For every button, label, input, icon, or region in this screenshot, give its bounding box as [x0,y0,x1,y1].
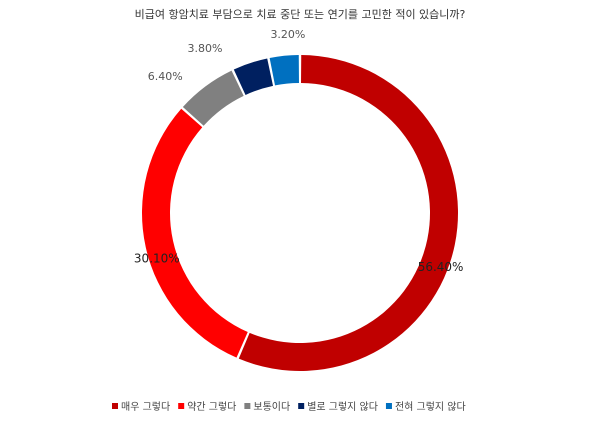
legend-label-5: 전혀 그렇지 않다 [395,400,466,413]
legend-label-1: 매우 그렇다 [121,400,170,413]
legend-label-3: 보통이다 [253,401,290,413]
slice-label-1: 56.40% [418,260,464,274]
legend-label-2: 약간 그렇다 [187,400,236,413]
legend-swatch-4 [298,403,305,409]
slice-label-3: 6.40% [148,70,183,83]
slice-label-2: 30.10% [134,252,180,266]
donut-slice-3 [182,70,244,126]
legend-swatch-3 [244,403,251,409]
legend-label-4: 별로 그렇지 않다 [307,400,378,413]
donut-slice-5 [269,55,299,86]
donut-slice-4 [233,58,274,95]
slice-label-5: 3.20% [270,28,305,41]
legend-swatch-5 [385,403,392,409]
legend-swatch-1 [112,403,118,409]
legend-swatch-2 [178,403,185,409]
donut-slice-1 [238,55,459,371]
chart-title: 비급여 항암치료 부담으로 치료 중단 또는 연기를 고민한 적이 있습니까? [135,8,466,21]
slice-label-4: 3.80% [188,42,223,55]
donut-slice-2 [141,108,248,358]
